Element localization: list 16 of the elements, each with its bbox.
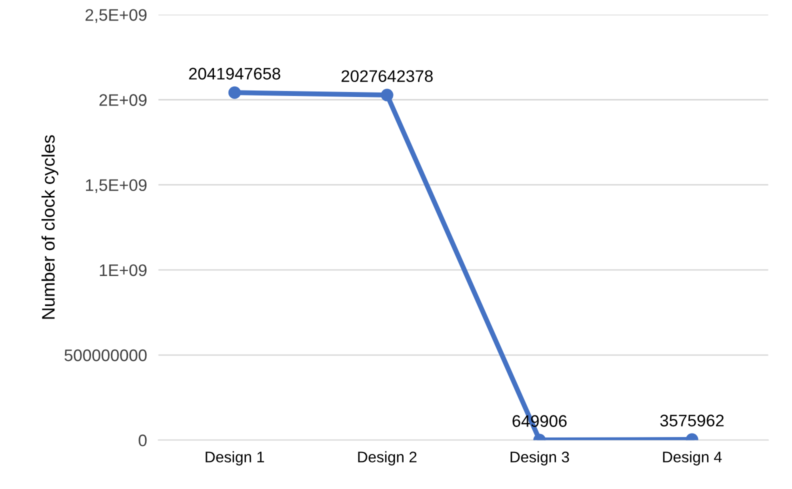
y-tick-label: 500000000: [64, 349, 147, 362]
y-tick-label: 2E+09: [99, 94, 146, 106]
y-axis-title: Number of clock cycles: [41, 135, 58, 319]
y-tick-label: 2,5E+09: [86, 9, 146, 23]
point: [228, 86, 241, 99]
y-tick-label: 1,5E+09: [86, 179, 146, 194]
x-tick-label: Design 3: [510, 451, 570, 466]
data-label: 2027642378: [342, 70, 433, 82]
y-tick-label: 0: [138, 434, 147, 446]
data-label: 2041947658: [189, 68, 280, 80]
x-tick-label: Design 4: [663, 451, 722, 466]
x-tick-label: Design 1: [206, 451, 264, 466]
y-tick-label: 1E+09: [100, 264, 146, 276]
data-label: 3575962: [660, 414, 724, 426]
point: [380, 88, 394, 102]
x-tick-label: Design 2: [358, 451, 416, 466]
